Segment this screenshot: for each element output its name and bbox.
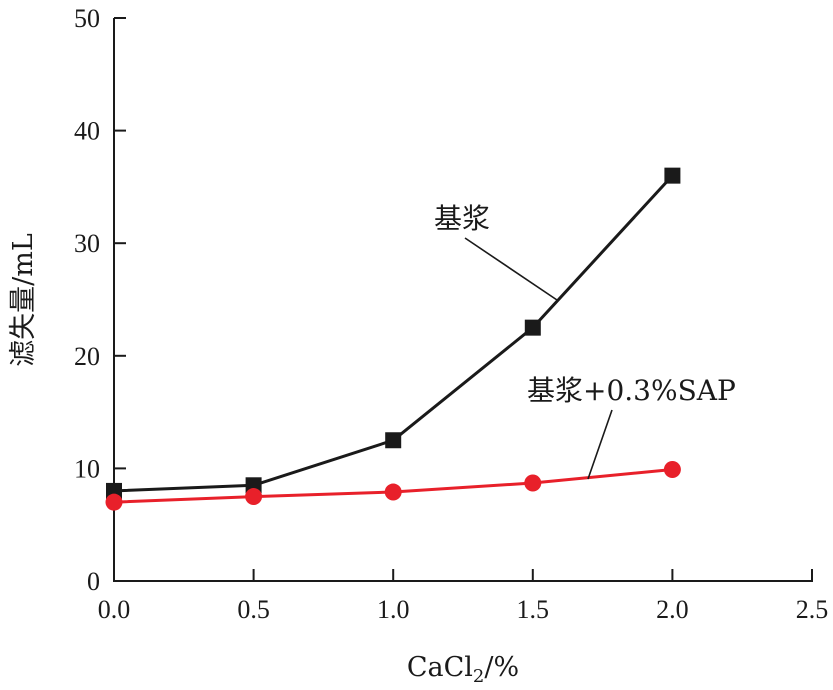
series-2-point: [384, 483, 402, 501]
series-1-leader-line: [464, 237, 558, 301]
series-2-point: [105, 493, 123, 511]
y-ticks: 0 10 20 30 40 50: [74, 4, 126, 596]
series-2-label: 基浆+0.3%SAP: [527, 374, 736, 407]
x-tick-label: 1.0: [377, 595, 410, 624]
y-tick-label: 30: [74, 229, 100, 258]
x-axis-label-main: CaCl: [407, 652, 473, 683]
x-axis-label: CaCl2/%: [407, 652, 519, 687]
series-1-label: 基浆: [434, 202, 490, 235]
series-2-point: [663, 461, 681, 479]
series-2: [105, 461, 681, 511]
y-tick-label: 40: [74, 117, 100, 146]
series-2-point: [245, 488, 263, 506]
series-2-leader-line: [587, 409, 613, 480]
series-1-point: [385, 432, 402, 449]
x-tick-label: 0.0: [98, 595, 131, 624]
y-tick-label: 10: [74, 454, 100, 483]
series-1-point: [524, 319, 541, 336]
y-tick-label: 50: [74, 4, 100, 33]
series-1: [106, 167, 681, 499]
y-axis-label: 滤失量/mL: [8, 233, 39, 367]
x-tick-label: 0.5: [237, 595, 270, 624]
series-1-point: [664, 167, 681, 184]
series-group: [105, 167, 681, 511]
x-ticks: 0.0 0.5 1.0 1.5 2.0 2.5: [98, 569, 829, 624]
x-tick-label: 2.5: [796, 595, 829, 624]
x-tick-label: 1.5: [517, 595, 550, 624]
x-axis-label-unit: /%: [484, 652, 519, 683]
x-axis-label-subscript: 2: [473, 666, 484, 687]
x-tick-label: 2.0: [656, 595, 689, 624]
series-2-point: [524, 474, 542, 492]
y-tick-label: 20: [74, 342, 100, 371]
y-tick-label: 0: [87, 567, 100, 596]
